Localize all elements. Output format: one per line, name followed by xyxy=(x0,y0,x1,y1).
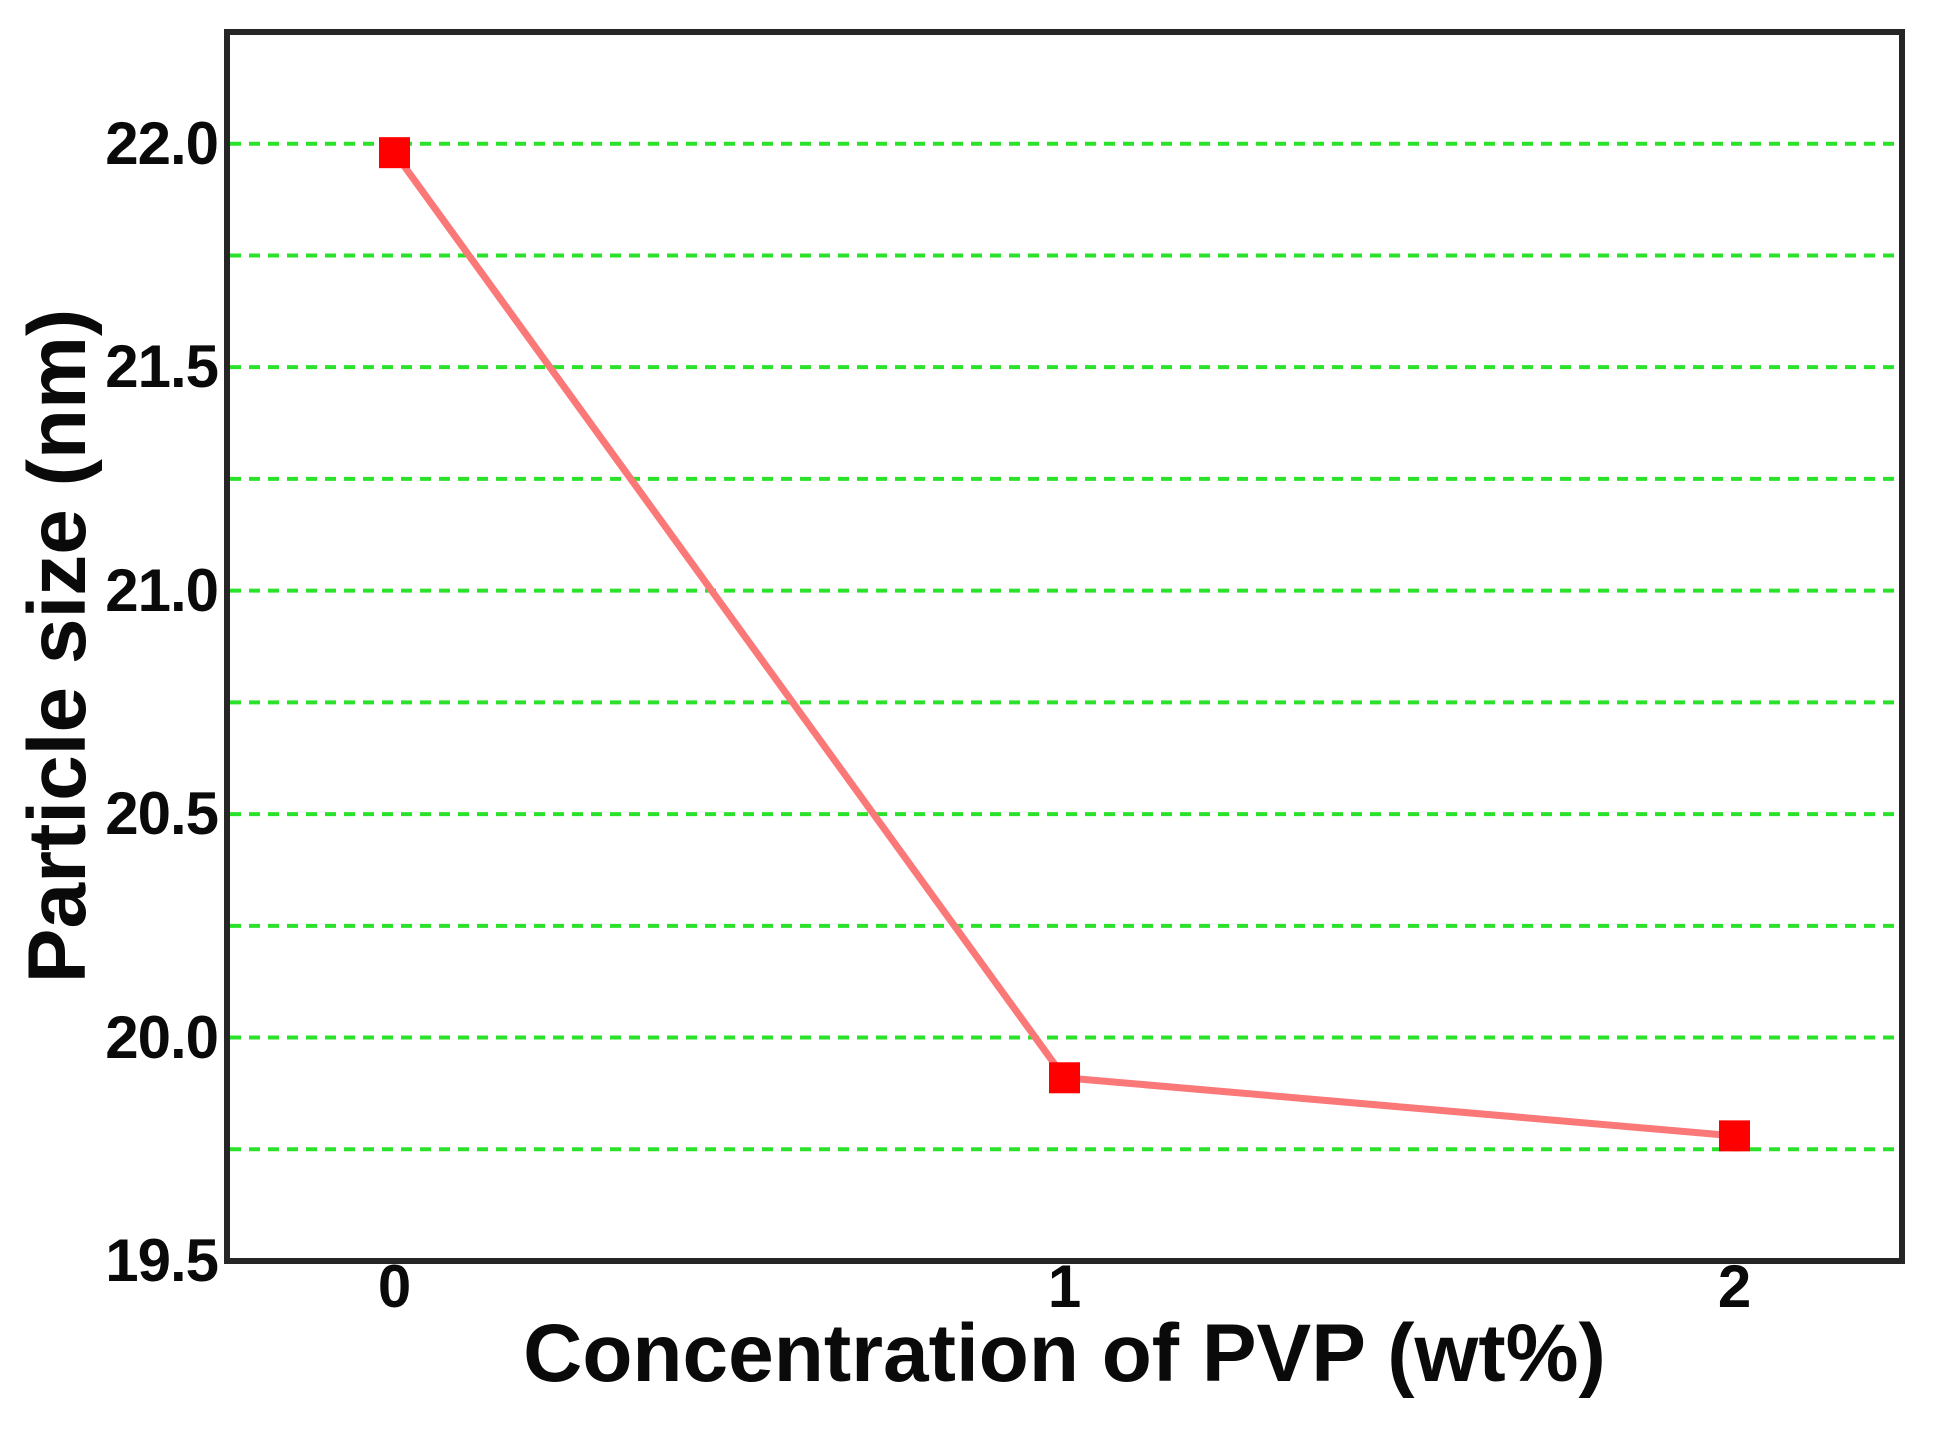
y-axis-tick-label: 19.5 xyxy=(105,1227,219,1294)
plot-border xyxy=(224,29,1905,1264)
data-point-marker xyxy=(1049,1062,1080,1094)
x-axis-tick-label: 2 xyxy=(1717,1253,1752,1320)
y-axis-title: Particle size (nm) xyxy=(12,308,103,984)
x-axis-tick-label: 1 xyxy=(1047,1253,1082,1320)
y-axis-tick-label: 20.5 xyxy=(105,780,219,848)
series-line xyxy=(391,150,1735,1140)
y-axis-tick-label: 20.0 xyxy=(105,1003,219,1071)
y-axis-tick-label: 22.0 xyxy=(105,109,219,177)
y-axis-tick-label: 21.5 xyxy=(105,333,219,401)
x-axis-tick-label: 0 xyxy=(377,1253,412,1320)
y-axis-tick-label: 21.0 xyxy=(105,556,219,624)
x-axis-title: Concentration of PVP (wt%) xyxy=(523,1308,1606,1399)
data-point-marker xyxy=(1719,1120,1750,1152)
data-point-marker xyxy=(379,137,410,169)
